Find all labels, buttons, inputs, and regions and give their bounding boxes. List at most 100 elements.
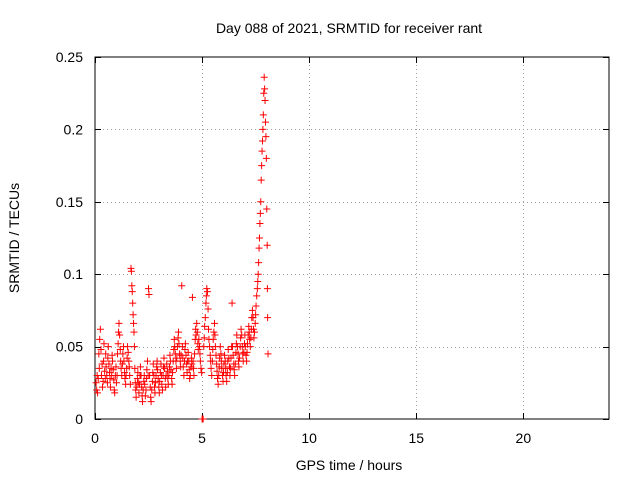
y-axis-label: SRMTID / TECUs bbox=[6, 183, 22, 293]
data-point bbox=[105, 360, 113, 368]
data-point bbox=[94, 374, 102, 382]
x-axis-label: GPS time / hours bbox=[296, 457, 403, 473]
data-point bbox=[201, 322, 209, 330]
data-point bbox=[201, 314, 209, 322]
data-point bbox=[130, 319, 138, 327]
data-point bbox=[203, 285, 211, 293]
data-point bbox=[209, 335, 217, 343]
data-point bbox=[188, 293, 196, 301]
data-point bbox=[228, 299, 236, 307]
data-point bbox=[260, 73, 268, 81]
data-point bbox=[96, 325, 104, 333]
x-axis-ticks: 0 5 10 15 20 bbox=[91, 57, 531, 446]
data-point bbox=[155, 389, 163, 397]
data-point bbox=[175, 340, 183, 348]
data-point bbox=[175, 328, 183, 336]
data-point bbox=[263, 241, 271, 249]
data-point bbox=[263, 205, 271, 213]
data-point bbox=[153, 357, 161, 365]
data-point bbox=[134, 379, 142, 387]
data-point bbox=[160, 363, 168, 371]
x-tick-label: 0 bbox=[91, 430, 99, 446]
data-point bbox=[124, 343, 132, 351]
y-tick-label: 0.1 bbox=[64, 266, 84, 282]
data-point bbox=[127, 267, 135, 275]
data-point bbox=[106, 383, 114, 391]
data-point bbox=[246, 335, 254, 343]
data-point bbox=[204, 305, 212, 313]
data-point bbox=[116, 345, 124, 353]
data-point bbox=[112, 379, 120, 387]
data-point bbox=[210, 328, 218, 336]
data-point bbox=[207, 364, 215, 372]
data-point bbox=[102, 350, 110, 358]
data-point bbox=[170, 335, 178, 343]
data-point bbox=[199, 415, 207, 423]
data-point bbox=[141, 380, 149, 388]
x-tick-label: 20 bbox=[516, 430, 532, 446]
data-point bbox=[143, 366, 151, 374]
data-point bbox=[213, 367, 221, 375]
data-point bbox=[249, 325, 257, 333]
data-point bbox=[115, 328, 123, 336]
data-point bbox=[141, 392, 149, 400]
data-point bbox=[92, 379, 100, 387]
data-point bbox=[264, 350, 272, 358]
data-point bbox=[258, 147, 266, 155]
data-point bbox=[95, 364, 103, 372]
data-point bbox=[185, 366, 193, 374]
data-point bbox=[231, 360, 239, 368]
data-point bbox=[109, 357, 117, 365]
data-point bbox=[130, 343, 138, 351]
data-point bbox=[254, 277, 262, 285]
data-point bbox=[136, 363, 144, 371]
data-point bbox=[126, 372, 134, 380]
data-point bbox=[257, 198, 265, 206]
data-point bbox=[223, 377, 231, 385]
data-point bbox=[95, 350, 103, 358]
data-point bbox=[103, 379, 111, 387]
data-point bbox=[224, 345, 232, 353]
data-point bbox=[250, 334, 258, 342]
data-point bbox=[246, 343, 254, 351]
data-point bbox=[190, 364, 198, 372]
data-point bbox=[158, 386, 166, 394]
data-point bbox=[236, 354, 244, 362]
data-point bbox=[118, 360, 126, 368]
data-point bbox=[252, 302, 260, 310]
data-point bbox=[259, 125, 267, 133]
data-point bbox=[111, 389, 119, 397]
data-point bbox=[170, 345, 178, 353]
data-point bbox=[243, 348, 251, 356]
data-point bbox=[193, 319, 201, 327]
data-point bbox=[169, 369, 177, 377]
data-point bbox=[126, 380, 134, 388]
data-point bbox=[154, 374, 162, 382]
data-point bbox=[264, 314, 272, 322]
data-point bbox=[190, 372, 198, 380]
y-tick-label: 0.2 bbox=[64, 121, 84, 137]
data-point bbox=[172, 364, 180, 372]
data-point bbox=[176, 350, 184, 358]
data-point bbox=[261, 118, 269, 126]
data-point bbox=[253, 285, 261, 293]
data-point bbox=[198, 369, 206, 377]
data-point bbox=[139, 398, 147, 406]
data-point bbox=[197, 364, 205, 372]
data-point bbox=[255, 259, 263, 267]
data-point bbox=[129, 311, 137, 319]
data-point bbox=[184, 348, 192, 356]
data-point bbox=[101, 367, 109, 375]
data-point bbox=[193, 328, 201, 336]
data-point bbox=[142, 374, 150, 382]
data-point bbox=[205, 325, 213, 333]
data-point bbox=[119, 350, 127, 358]
data-point bbox=[208, 357, 216, 365]
data-point bbox=[214, 380, 222, 388]
data-point bbox=[97, 345, 105, 353]
data-point bbox=[96, 335, 104, 343]
data-point bbox=[211, 331, 219, 339]
y-axis-ticks: 0 0.05 0.1 0.15 0.2 0.25 bbox=[56, 49, 609, 427]
data-point bbox=[248, 306, 256, 314]
